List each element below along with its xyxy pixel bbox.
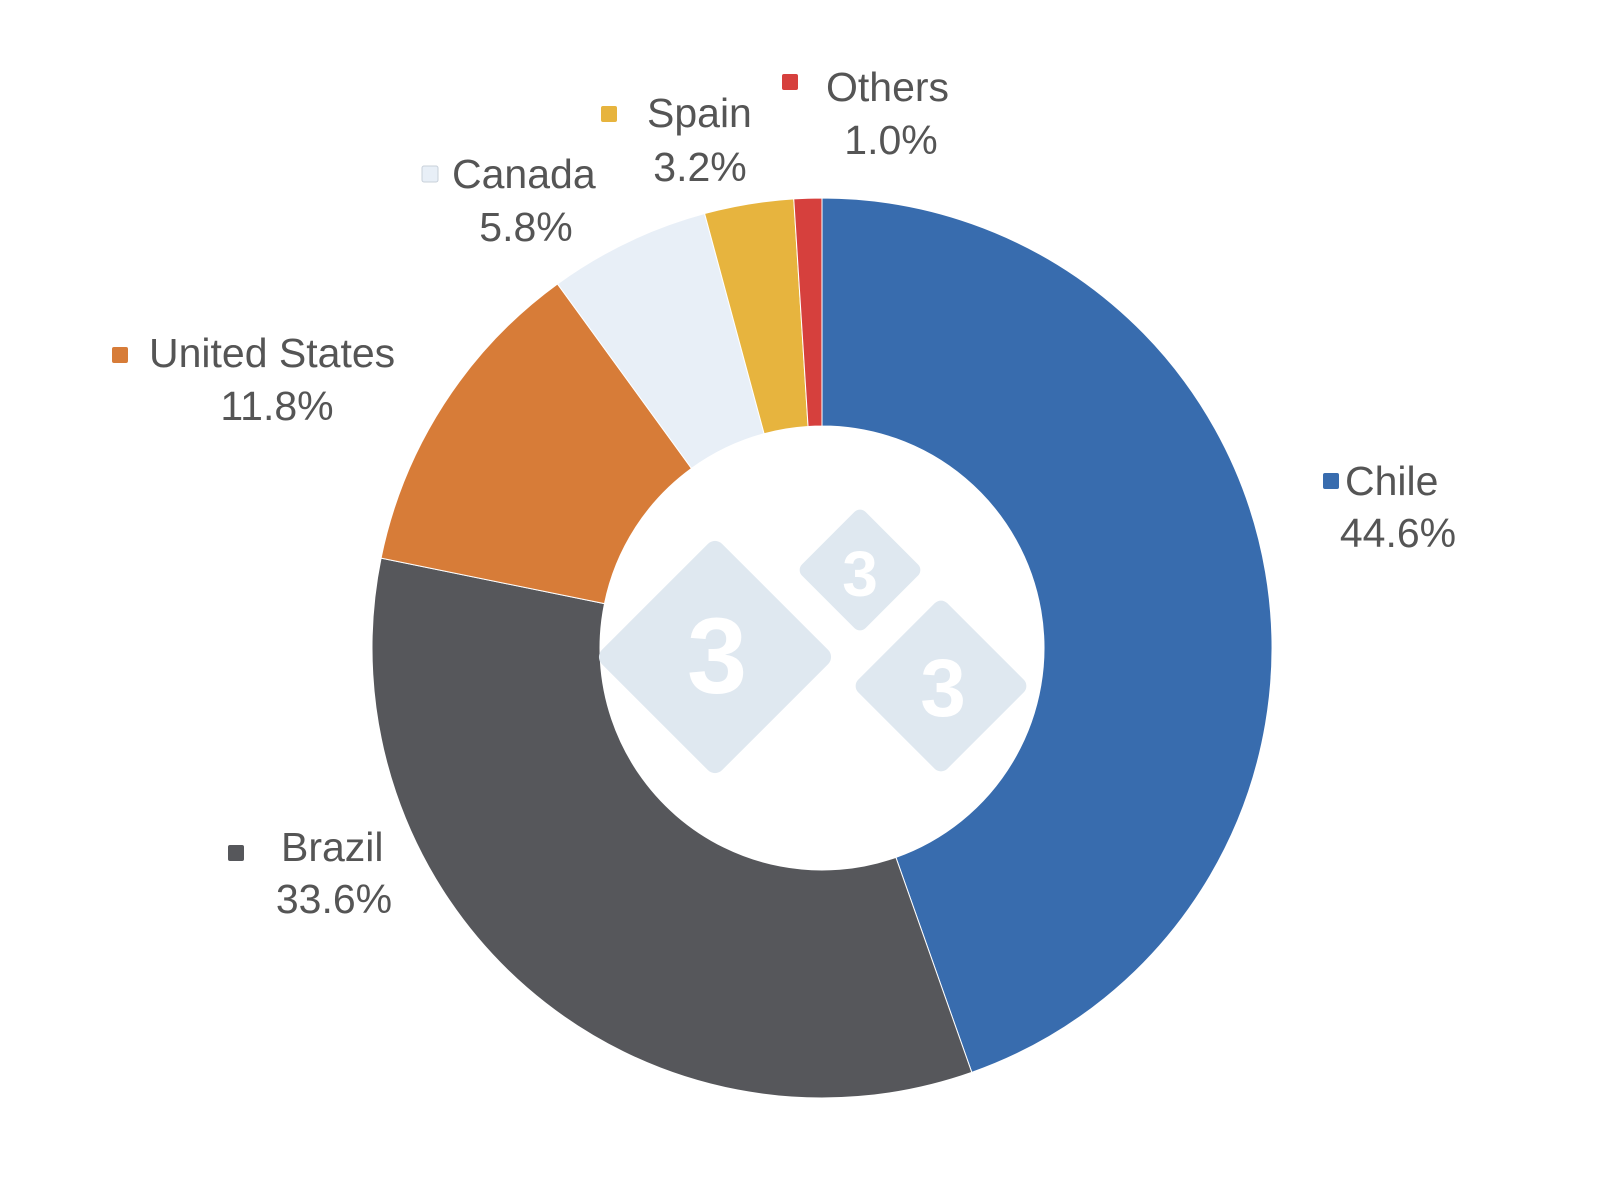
slice-value-spain: 3.2% — [653, 144, 746, 190]
legend-marker-chile — [1323, 473, 1339, 489]
legend-marker-brazil — [228, 845, 244, 861]
watermark-digit: 3 — [687, 595, 747, 716]
slice-value-others: 1.0% — [844, 117, 937, 163]
slice-brazil — [371, 557, 973, 1099]
slice-value-brazil: 33.6% — [276, 876, 392, 922]
legend-marker-united-states — [112, 347, 128, 363]
slice-others — [793, 197, 823, 427]
legend-marker-canada — [421, 165, 439, 183]
slice-value-chile: 44.6% — [1340, 510, 1456, 556]
watermark-diamond-large — [598, 540, 832, 774]
slice-label-united-states: United States — [149, 330, 395, 376]
slice-value-canada: 5.8% — [479, 204, 572, 250]
donut-slices — [371, 197, 1273, 1099]
333-logo-icon: 3 3 3 — [598, 509, 1027, 774]
legend-marker-spain — [601, 106, 617, 122]
watermark-digit: 3 — [842, 538, 878, 610]
watermark-diamond-medium — [855, 600, 1027, 772]
slice-label-spain: Spain — [647, 90, 752, 136]
slice-label-brazil: Brazil — [281, 824, 384, 870]
watermark-diamond-small — [799, 509, 921, 631]
data-labels: Chile 44.6% Brazil 33.6% United States 1… — [112, 64, 1456, 922]
slice-value-united-states: 11.8% — [220, 383, 333, 429]
watermark-digit: 3 — [920, 643, 966, 734]
legend-marker-others — [782, 74, 798, 90]
slice-united-states — [380, 283, 693, 605]
slice-label-canada: Canada — [452, 151, 596, 197]
slice-label-chile: Chile — [1345, 458, 1438, 504]
slice-chile — [821, 197, 1273, 1073]
slice-label-others: Others — [826, 64, 949, 110]
